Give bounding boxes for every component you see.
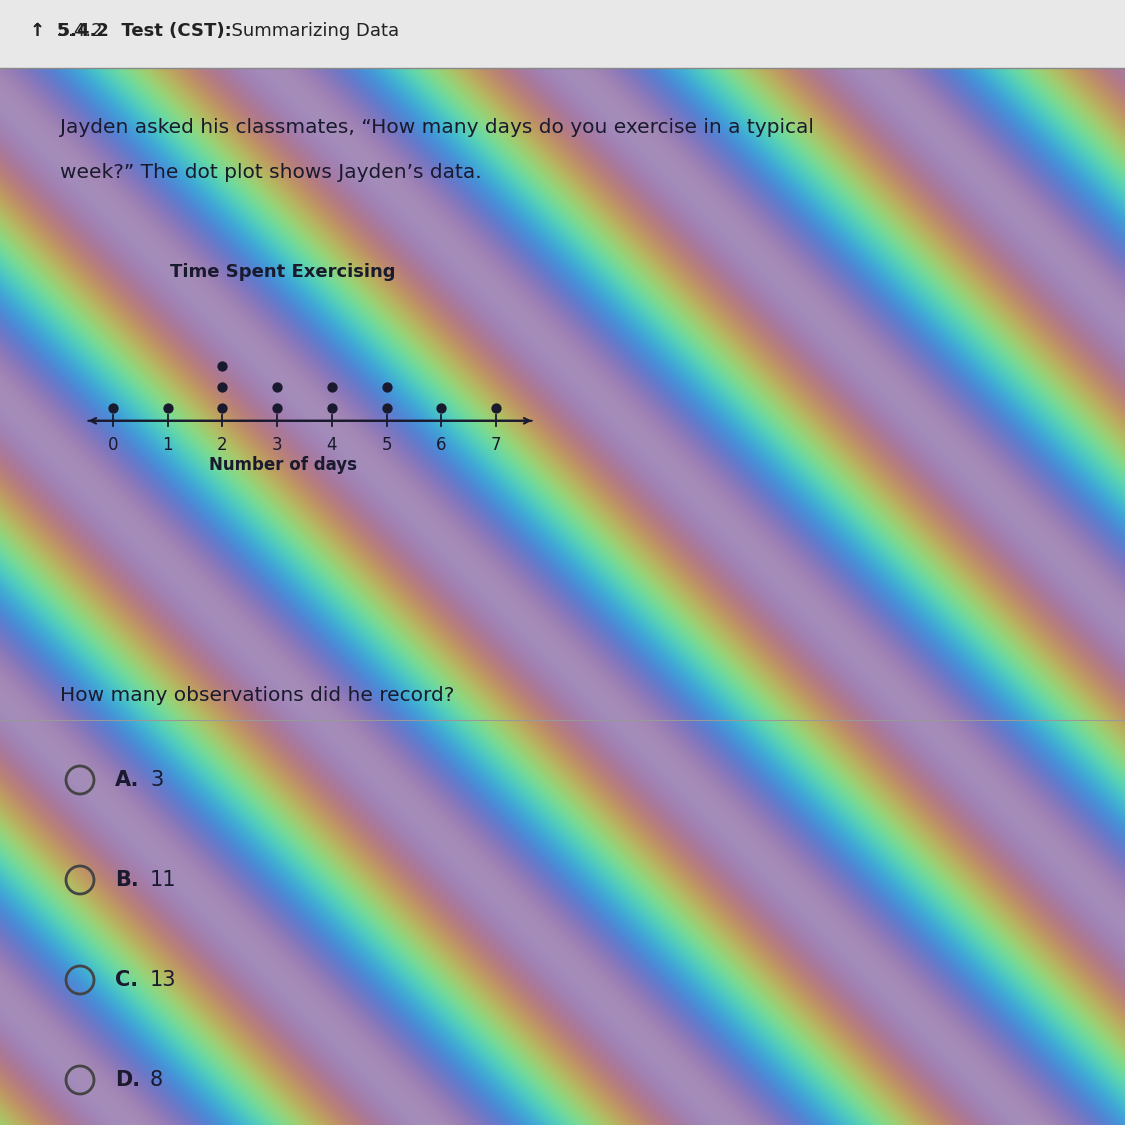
Text: Jayden asked his classmates, “How many days do you exercise in a typical: Jayden asked his classmates, “How many d… xyxy=(60,118,813,137)
Point xyxy=(323,398,341,416)
Text: Number of days: Number of days xyxy=(208,456,357,474)
Point xyxy=(268,378,286,396)
Point xyxy=(104,398,122,416)
Text: Time Spent Exercising: Time Spent Exercising xyxy=(170,262,395,280)
Point xyxy=(214,398,232,416)
Point xyxy=(214,378,232,396)
Text: D.: D. xyxy=(115,1070,141,1090)
Text: 11: 11 xyxy=(150,870,177,890)
Point xyxy=(487,398,505,416)
Point xyxy=(378,378,396,396)
Text: 5: 5 xyxy=(381,435,391,453)
Text: 4: 4 xyxy=(326,435,338,453)
Point xyxy=(268,398,286,416)
Text: 8: 8 xyxy=(150,1070,163,1090)
Text: C.: C. xyxy=(115,970,138,990)
Text: 13: 13 xyxy=(150,970,177,990)
Text: 6: 6 xyxy=(436,435,447,453)
Text: ↑  5.4.2  Test (CST):: ↑ 5.4.2 Test (CST): xyxy=(30,21,232,39)
Point xyxy=(214,357,232,375)
Text: B.: B. xyxy=(115,870,138,890)
Text: ↑  5.4.2: ↑ 5.4.2 xyxy=(30,21,114,39)
Point xyxy=(323,378,341,396)
Text: 3: 3 xyxy=(272,435,282,453)
Text: 0: 0 xyxy=(108,435,118,453)
Text: 1: 1 xyxy=(162,435,173,453)
Text: week?” The dot plot shows Jayden’s data.: week?” The dot plot shows Jayden’s data. xyxy=(60,163,482,182)
Text: 2: 2 xyxy=(217,435,227,453)
Text: 7: 7 xyxy=(490,435,502,453)
Point xyxy=(432,398,450,416)
Text: A.: A. xyxy=(115,770,140,790)
Text: Summarizing Data: Summarizing Data xyxy=(220,21,399,39)
Text: 3: 3 xyxy=(150,770,163,790)
Point xyxy=(159,398,177,416)
Text: How many observations did he record?: How many observations did he record? xyxy=(60,686,455,705)
Bar xyxy=(0,0,1125,68)
Point xyxy=(378,398,396,416)
